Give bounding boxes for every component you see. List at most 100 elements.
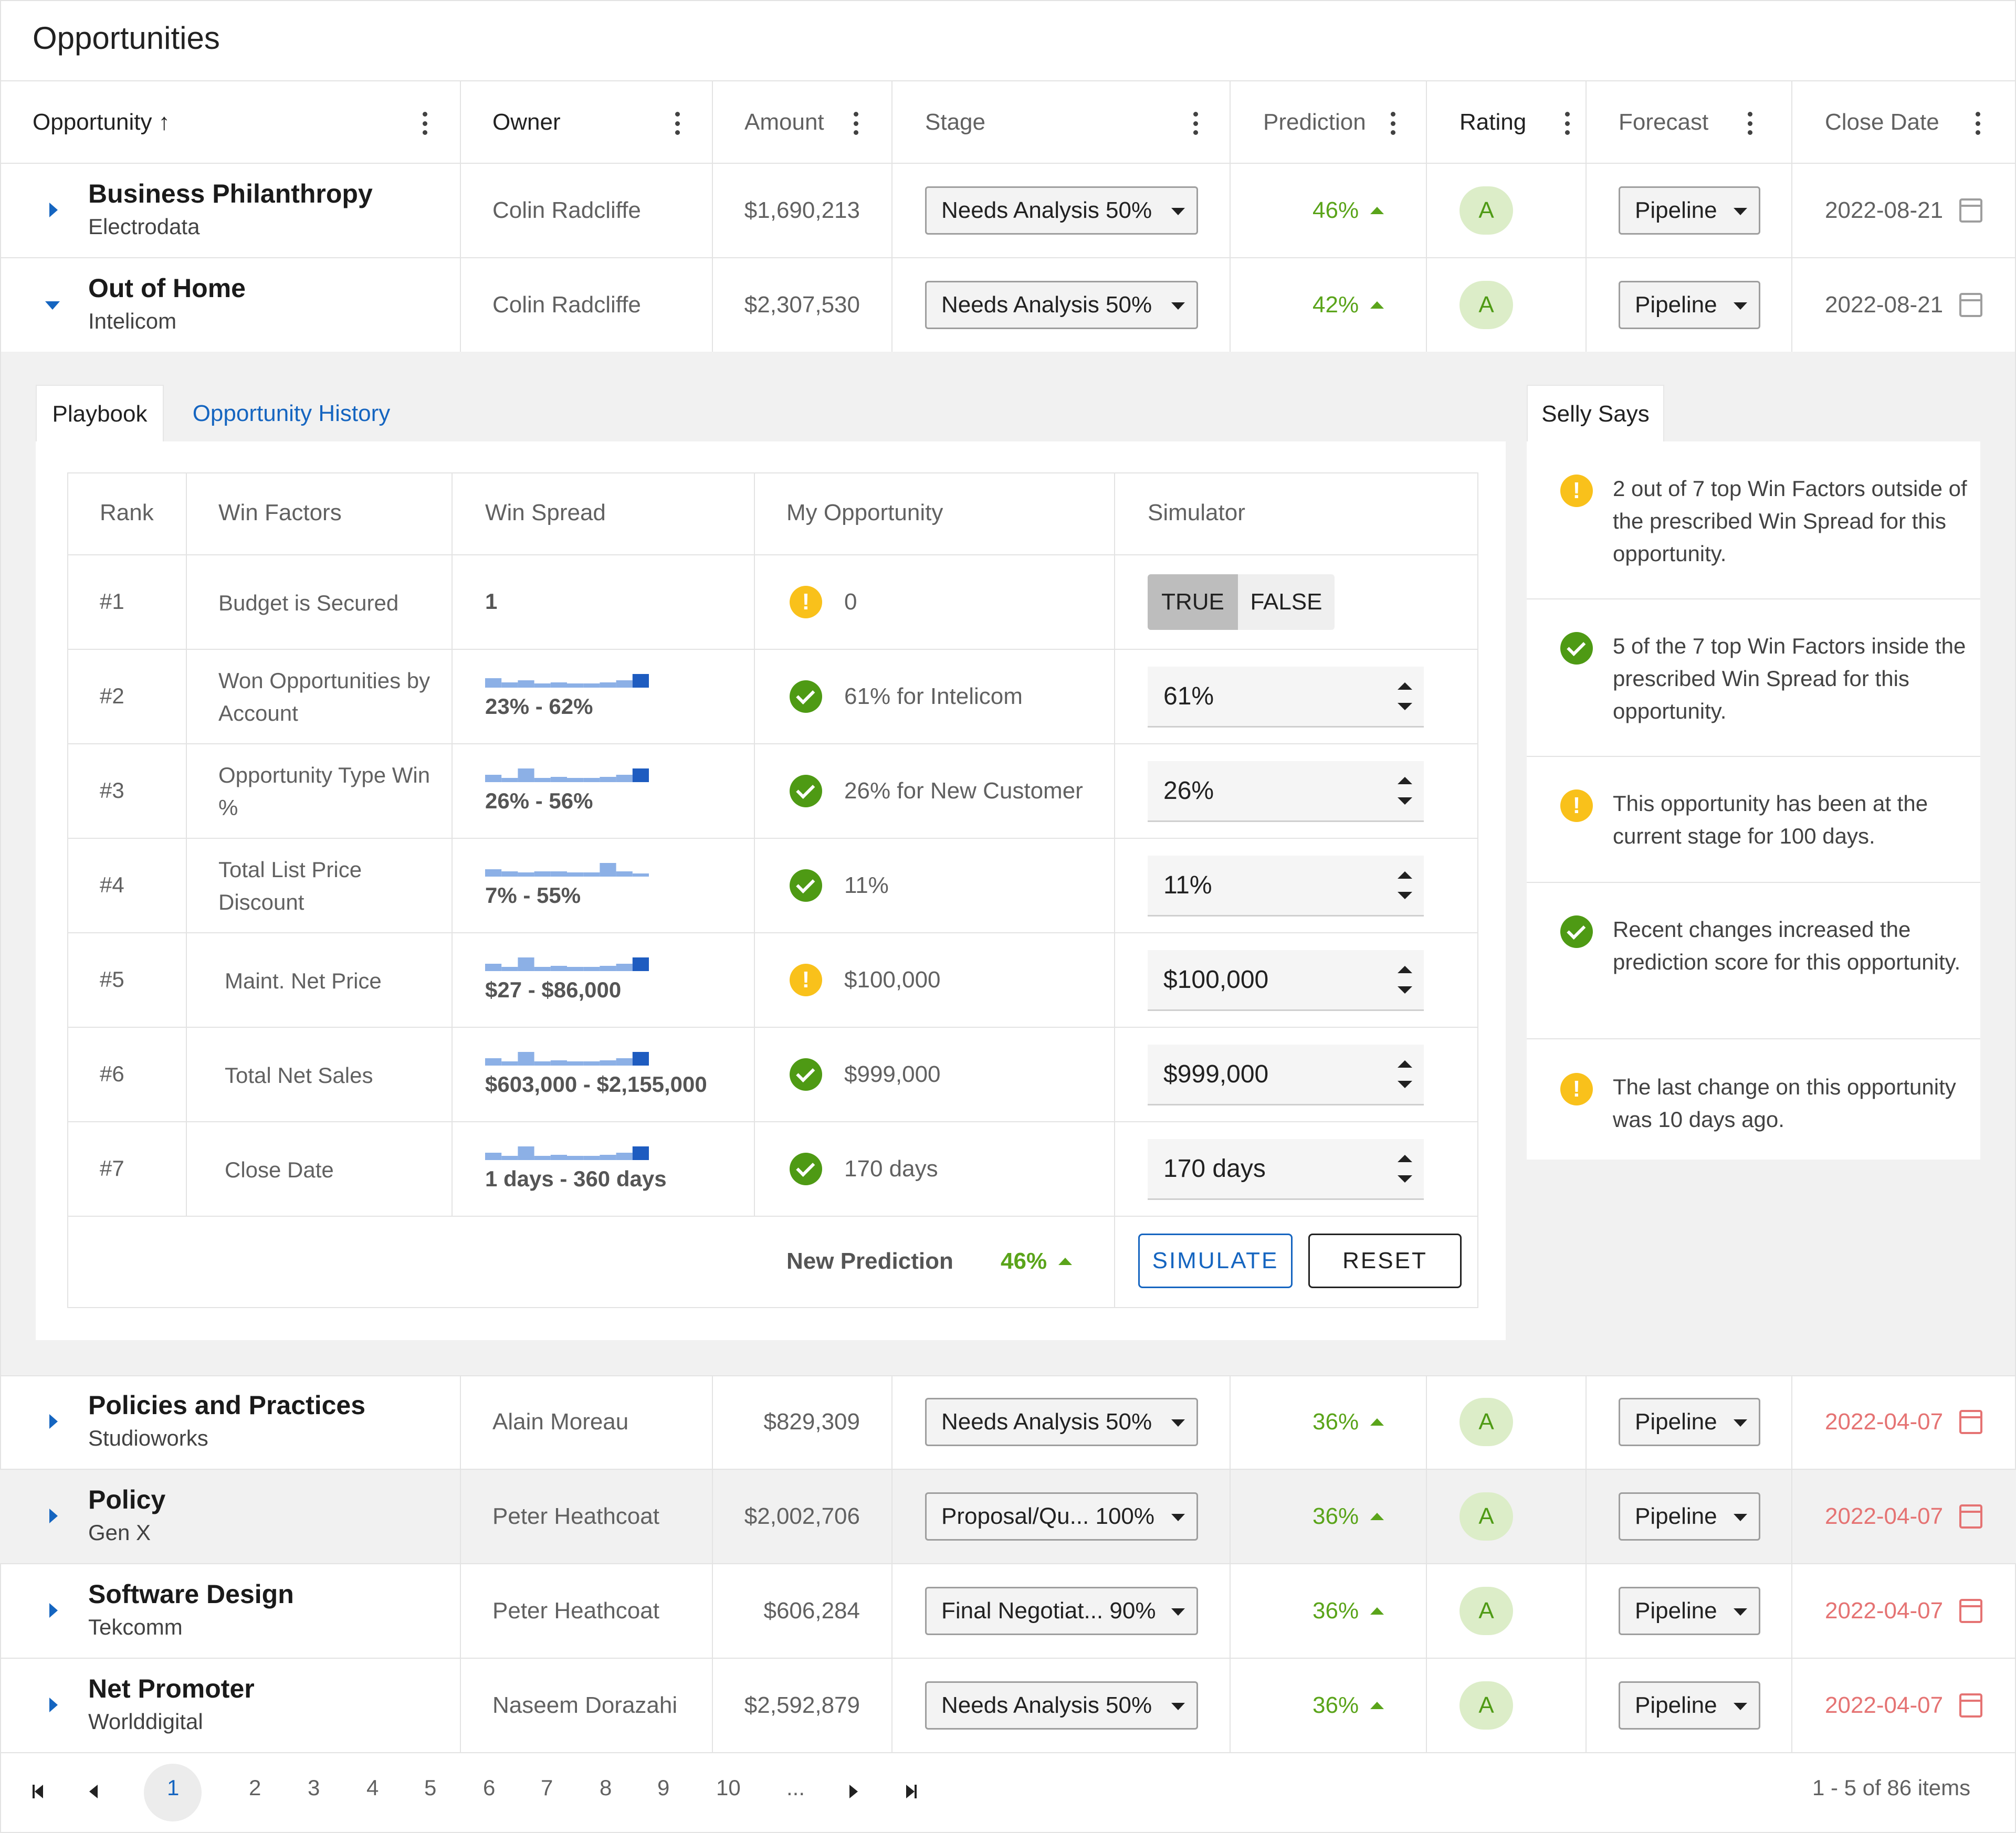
page-number[interactable]: 4	[366, 1775, 379, 1800]
tab-opportunity-history[interactable]: Opportunity History	[192, 401, 391, 426]
column-menu-icon[interactable]	[1747, 112, 1752, 135]
decrement-icon[interactable]	[1398, 986, 1412, 994]
column-menu-icon[interactable]	[422, 112, 427, 135]
next-page-icon[interactable]	[849, 1785, 858, 1798]
increment-icon[interactable]	[1398, 777, 1412, 784]
close-date-cell[interactable]: 2022-04-07	[1825, 1409, 1944, 1435]
column-menu-icon[interactable]	[1193, 112, 1198, 135]
stage-dropdown[interactable]: Final Negotiat... 90%	[925, 1587, 1198, 1635]
opportunity-name[interactable]: Out of Home	[88, 273, 246, 303]
stage-dropdown[interactable]: Needs Analysis 50%	[925, 281, 1198, 329]
toggle-false[interactable]: FALSE	[1238, 574, 1335, 630]
forecast-dropdown[interactable]: Pipeline	[1619, 1681, 1760, 1730]
first-page-icon[interactable]	[35, 1785, 43, 1798]
calendar-icon[interactable]	[1959, 198, 1982, 223]
pager-more[interactable]: ...	[786, 1775, 805, 1800]
page-number[interactable]: 2	[249, 1775, 261, 1800]
expand-row-icon[interactable]	[49, 1698, 58, 1712]
increment-icon[interactable]	[1398, 1155, 1412, 1162]
increment-icon[interactable]	[1398, 966, 1412, 973]
col-header-opportunity[interactable]: Opportunity ↑	[33, 109, 170, 135]
reset-button[interactable]: RESET	[1308, 1234, 1462, 1288]
page-number[interactable]: 7	[541, 1775, 553, 1800]
calendar-icon[interactable]	[1959, 1693, 1982, 1718]
tab-selly-says[interactable]: Selly Says	[1527, 385, 1664, 443]
decrement-icon[interactable]	[1398, 892, 1412, 899]
col-header-forecast[interactable]: Forecast	[1619, 109, 1709, 135]
column-menu-icon[interactable]	[853, 112, 858, 135]
forecast-dropdown[interactable]: Pipeline	[1619, 281, 1760, 329]
expand-row-icon[interactable]	[49, 1509, 58, 1523]
simulator-value[interactable]: 61%	[1163, 682, 1214, 710]
column-menu-icon[interactable]	[675, 112, 680, 135]
simulate-button[interactable]: SIMULATE	[1138, 1234, 1293, 1288]
simulator-stepper[interactable]: 170 days	[1148, 1139, 1424, 1200]
last-page-icon[interactable]	[906, 1785, 915, 1798]
col-header-close-date[interactable]: Close Date	[1825, 109, 1939, 135]
page-number[interactable]: 9	[657, 1775, 670, 1800]
first-page-icon[interactable]	[33, 1785, 35, 1798]
close-date-cell[interactable]: 2022-08-21	[1825, 197, 1944, 223]
close-date-cell[interactable]: 2022-04-07	[1825, 1503, 1944, 1529]
stage-dropdown[interactable]: Needs Analysis 50%	[925, 186, 1198, 235]
simulator-stepper[interactable]: 61%	[1148, 667, 1424, 728]
calendar-icon[interactable]	[1959, 1504, 1982, 1529]
decrement-icon[interactable]	[1398, 703, 1412, 710]
opportunity-name[interactable]: Business Philanthropy	[88, 179, 373, 208]
forecast-dropdown[interactable]: Pipeline	[1619, 1492, 1760, 1541]
simulator-stepper[interactable]: 26%	[1148, 761, 1424, 822]
stage-dropdown[interactable]: Needs Analysis 50%	[925, 1398, 1198, 1446]
stage-dropdown[interactable]: Proposal/Qu... 100%	[925, 1492, 1198, 1541]
col-header-amount[interactable]: Amount	[744, 109, 824, 135]
increment-icon[interactable]	[1398, 1060, 1412, 1068]
simulator-stepper[interactable]: $999,000	[1148, 1045, 1424, 1105]
simulator-value[interactable]: $999,000	[1163, 1060, 1269, 1088]
opportunity-name[interactable]: Policies and Practices	[88, 1390, 366, 1420]
close-date-cell[interactable]: 2022-04-07	[1825, 1598, 1944, 1624]
simulator-stepper[interactable]: $100,000	[1148, 950, 1424, 1011]
decrement-icon[interactable]	[1398, 1175, 1412, 1183]
col-header-owner[interactable]: Owner	[492, 109, 561, 135]
page-number[interactable]: 6	[483, 1775, 496, 1800]
simulator-value[interactable]: 11%	[1163, 871, 1212, 899]
opportunity-name[interactable]: Software Design	[88, 1579, 294, 1609]
stage-dropdown[interactable]: Needs Analysis 50%	[925, 1681, 1198, 1730]
opportunity-name[interactable]: Net Promoter	[88, 1674, 255, 1703]
simulator-value[interactable]: 26%	[1163, 777, 1214, 805]
simulator-value[interactable]: $100,000	[1163, 966, 1269, 994]
col-header-stage[interactable]: Stage	[925, 109, 985, 135]
page-number[interactable]: 10	[716, 1775, 741, 1800]
decrement-icon[interactable]	[1398, 797, 1412, 805]
forecast-dropdown[interactable]: Pipeline	[1619, 1398, 1760, 1446]
column-menu-icon[interactable]	[1564, 112, 1570, 135]
page-number[interactable]: 3	[308, 1775, 320, 1800]
decrement-icon[interactable]	[1398, 1081, 1412, 1088]
page-number[interactable]: 1	[167, 1775, 180, 1800]
forecast-dropdown[interactable]: Pipeline	[1619, 186, 1760, 235]
collapse-row-icon[interactable]	[45, 301, 60, 310]
calendar-icon[interactable]	[1959, 1410, 1982, 1434]
increment-icon[interactable]	[1398, 871, 1412, 879]
close-date-cell[interactable]: 2022-08-21	[1825, 292, 1944, 318]
page-number[interactable]: 8	[600, 1775, 612, 1800]
simulator-stepper[interactable]: 11%	[1148, 856, 1424, 916]
column-menu-icon[interactable]	[1390, 112, 1395, 135]
expand-row-icon[interactable]	[49, 1414, 58, 1429]
column-menu-icon[interactable]	[1975, 112, 1980, 135]
page-number[interactable]: 5	[424, 1775, 437, 1800]
forecast-dropdown[interactable]: Pipeline	[1619, 1587, 1760, 1635]
tab-playbook[interactable]: Playbook	[36, 385, 164, 443]
expand-row-icon[interactable]	[49, 203, 58, 217]
toggle-true[interactable]: TRUE	[1148, 574, 1238, 630]
calendar-icon[interactable]	[1959, 293, 1982, 317]
col-header-prediction[interactable]: Prediction	[1263, 109, 1366, 135]
simulator-value[interactable]: 170 days	[1163, 1155, 1266, 1183]
calendar-icon[interactable]	[1959, 1599, 1982, 1623]
increment-icon[interactable]	[1398, 682, 1412, 690]
previous-page-icon[interactable]	[89, 1785, 98, 1798]
col-header-rating[interactable]: Rating	[1460, 109, 1527, 135]
opportunity-name[interactable]: Policy	[88, 1485, 166, 1514]
last-page-icon[interactable]	[915, 1785, 917, 1798]
expand-row-icon[interactable]	[49, 1603, 58, 1618]
close-date-cell[interactable]: 2022-04-07	[1825, 1692, 1944, 1718]
